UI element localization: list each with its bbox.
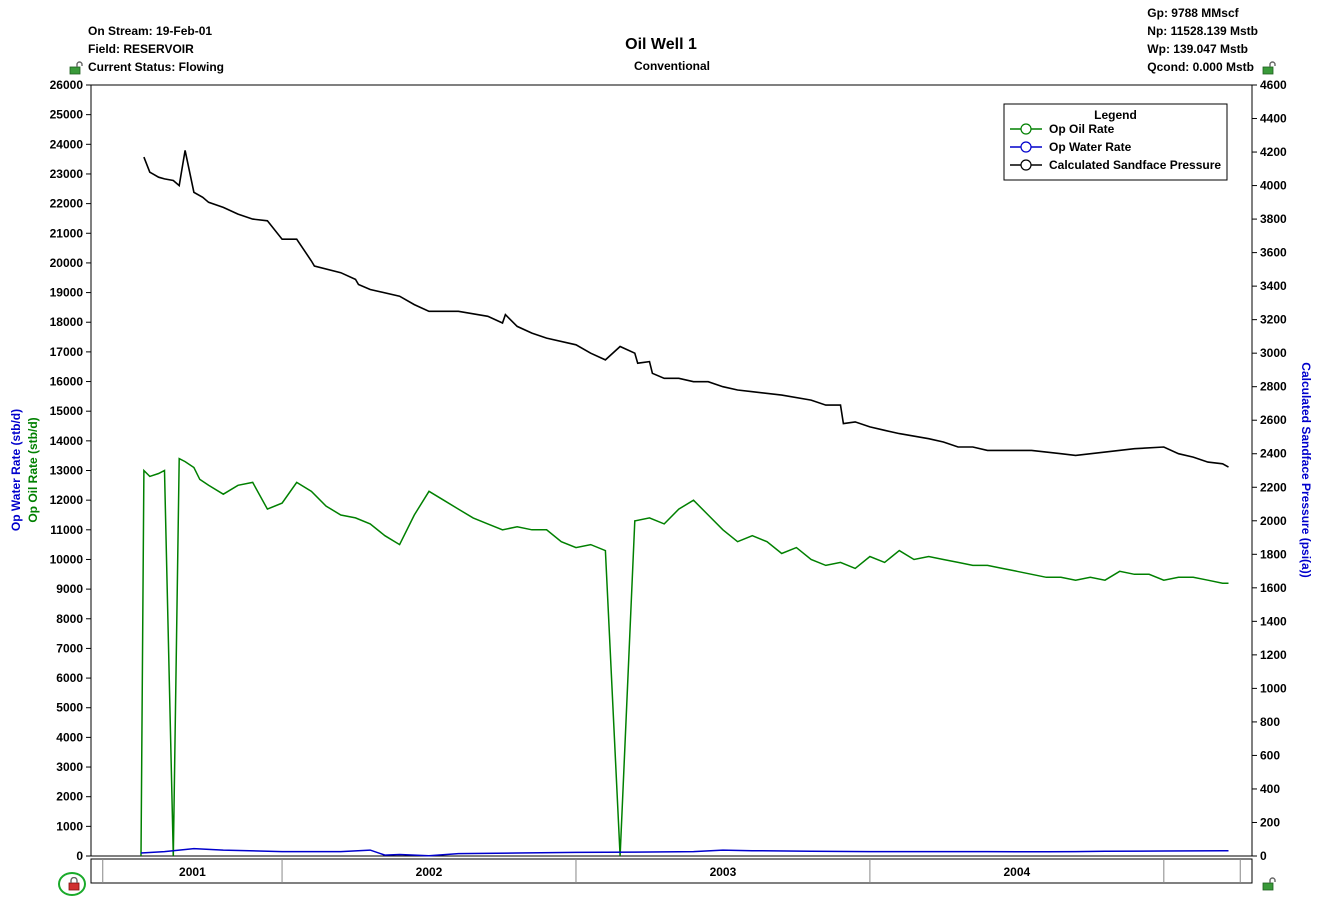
left-tick-label: 3000: [56, 760, 83, 774]
left-tick-label: 9000: [56, 582, 83, 596]
right-tick-label: 600: [1260, 748, 1280, 762]
right-tick-label: 800: [1260, 715, 1280, 729]
left-tick-label: 0: [76, 849, 83, 863]
series-line-op-water-rate[interactable]: [140, 847, 1229, 857]
left-tick-label: 23000: [50, 167, 84, 181]
unlock-icon[interactable]: [68, 61, 84, 75]
on-stream-text: On Stream: 19-Feb-01: [88, 24, 213, 38]
left-tick-label: 22000: [50, 197, 84, 211]
wp-text: Wp: 139.047 Mstb: [1147, 42, 1248, 56]
right-tick-label: 3600: [1260, 246, 1287, 260]
left-tick-label: 15000: [50, 404, 84, 418]
right-tick-label: 3200: [1260, 313, 1287, 327]
left-tick-label: 25000: [50, 108, 84, 122]
right-tick-label: 2400: [1260, 447, 1287, 461]
right-tick-label: 1000: [1260, 681, 1287, 695]
left-tick-label: 20000: [50, 256, 84, 270]
left-tick-label: 7000: [56, 641, 83, 655]
left-tick-label: 17000: [50, 345, 84, 359]
legend-title: Legend: [1094, 108, 1137, 122]
legend-marker: [1020, 159, 1032, 171]
right-tick-label: 4400: [1260, 112, 1287, 126]
left-tick-label: 12000: [50, 493, 84, 507]
right-tick-label: 200: [1260, 815, 1280, 829]
well-info: On Stream: 19-Feb-01 Field: RESERVOIR Cu…: [88, 22, 224, 76]
right-tick-label: 400: [1260, 782, 1280, 796]
lock-icon[interactable]: [66, 877, 82, 891]
plot-area: [90, 84, 1253, 857]
left-tick-label: 24000: [50, 137, 84, 151]
right-tick-label: 1800: [1260, 547, 1287, 561]
field-text: Field: RESERVOIR: [88, 42, 194, 56]
left-tick-label: 1000: [56, 819, 83, 833]
right-tick-label: 0: [1260, 849, 1267, 863]
right-tick-label: 3400: [1260, 279, 1287, 293]
left-tick-label: 4000: [56, 730, 83, 744]
y-axis-title-pressure: Calculated Sandface Pressure (psi(a)): [1299, 362, 1313, 577]
left-tick-label: 8000: [56, 612, 83, 626]
right-tick-label: 1400: [1260, 614, 1287, 628]
right-tick-label: 1200: [1260, 648, 1287, 662]
left-tick-label: 16000: [50, 375, 84, 389]
right-tick-label: 2600: [1260, 413, 1287, 427]
year-label: 2002: [416, 865, 443, 879]
cumulative-info: Gp: 9788 MMscf Np: 11528.139 Mstb Wp: 13…: [1147, 4, 1258, 76]
gp-text: Gp: 9788 MMscf: [1147, 6, 1239, 20]
right-tick-label: 2000: [1260, 514, 1287, 528]
legend-item-label: Op Oil Rate: [1049, 122, 1115, 136]
np-text: Np: 11528.139 Mstb: [1147, 24, 1258, 38]
right-axis: 0 200 400 600 800 1000 1200 1400 1600 1800 2000 220…: [1252, 78, 1287, 863]
qcond-text: Qcond: 0.000 Mstb: [1147, 60, 1254, 74]
right-tick-label: 2200: [1260, 480, 1287, 494]
lock-highlight: [58, 872, 86, 896]
left-tick-label: 14000: [50, 434, 84, 448]
legend-item-label: Op Water Rate: [1049, 140, 1132, 154]
x-axis-band: [90, 858, 1253, 884]
right-tick-label: 4600: [1260, 78, 1287, 92]
right-tick-label: 4000: [1260, 179, 1287, 193]
series-line-op-oil-rate[interactable]: [140, 457, 1229, 857]
right-tick-label: 2800: [1260, 380, 1287, 394]
left-tick-label: 26000: [50, 78, 84, 92]
year-label: 2003: [710, 865, 737, 879]
legend-item-label: Calculated Sandface Pressure: [1049, 158, 1221, 172]
left-tick-label: 13000: [50, 464, 84, 478]
right-tick-label: 1600: [1260, 581, 1287, 595]
y-axis-title-oil: Op Oil Rate (stb/d): [26, 417, 40, 522]
left-tick-label: 18000: [50, 315, 84, 329]
left-tick-label: 19000: [50, 286, 84, 300]
series-line-calculated-sandface-pressure[interactable]: [143, 150, 1229, 468]
left-tick-label: 5000: [56, 701, 83, 715]
chart-title: Oil Well 1: [625, 36, 697, 53]
legend-box: [1003, 103, 1228, 181]
unlock-icon[interactable]: [1261, 61, 1277, 75]
legend-marker: [1020, 141, 1032, 153]
left-tick-label: 21000: [50, 226, 84, 240]
year-label: 2001: [179, 865, 206, 879]
series-layer: [140, 150, 1229, 857]
right-tick-label: 3000: [1260, 346, 1287, 360]
status-text: Current Status: Flowing: [88, 60, 224, 74]
left-tick-label: 10000: [50, 552, 84, 566]
chart-subtitle: Conventional: [633, 59, 710, 73]
legend-marker: [1020, 123, 1032, 135]
left-tick-label: 6000: [56, 671, 83, 685]
year-label: 2004: [1004, 865, 1031, 879]
x-axis: 2001 2002 2003 2004: [102, 859, 1241, 883]
y-axis-title-water: Op Water Rate (stb/d): [9, 409, 23, 531]
left-axis: 0 1000 2000 3000 4000 5000 6000 7000 8000 9000 100…: [50, 78, 91, 863]
left-tick-label: 11000: [50, 523, 83, 537]
right-tick-label: 3800: [1260, 212, 1287, 226]
unlock-icon[interactable]: [1261, 877, 1277, 891]
right-tick-label: 4200: [1260, 145, 1287, 159]
left-tick-label: 2000: [56, 790, 83, 804]
